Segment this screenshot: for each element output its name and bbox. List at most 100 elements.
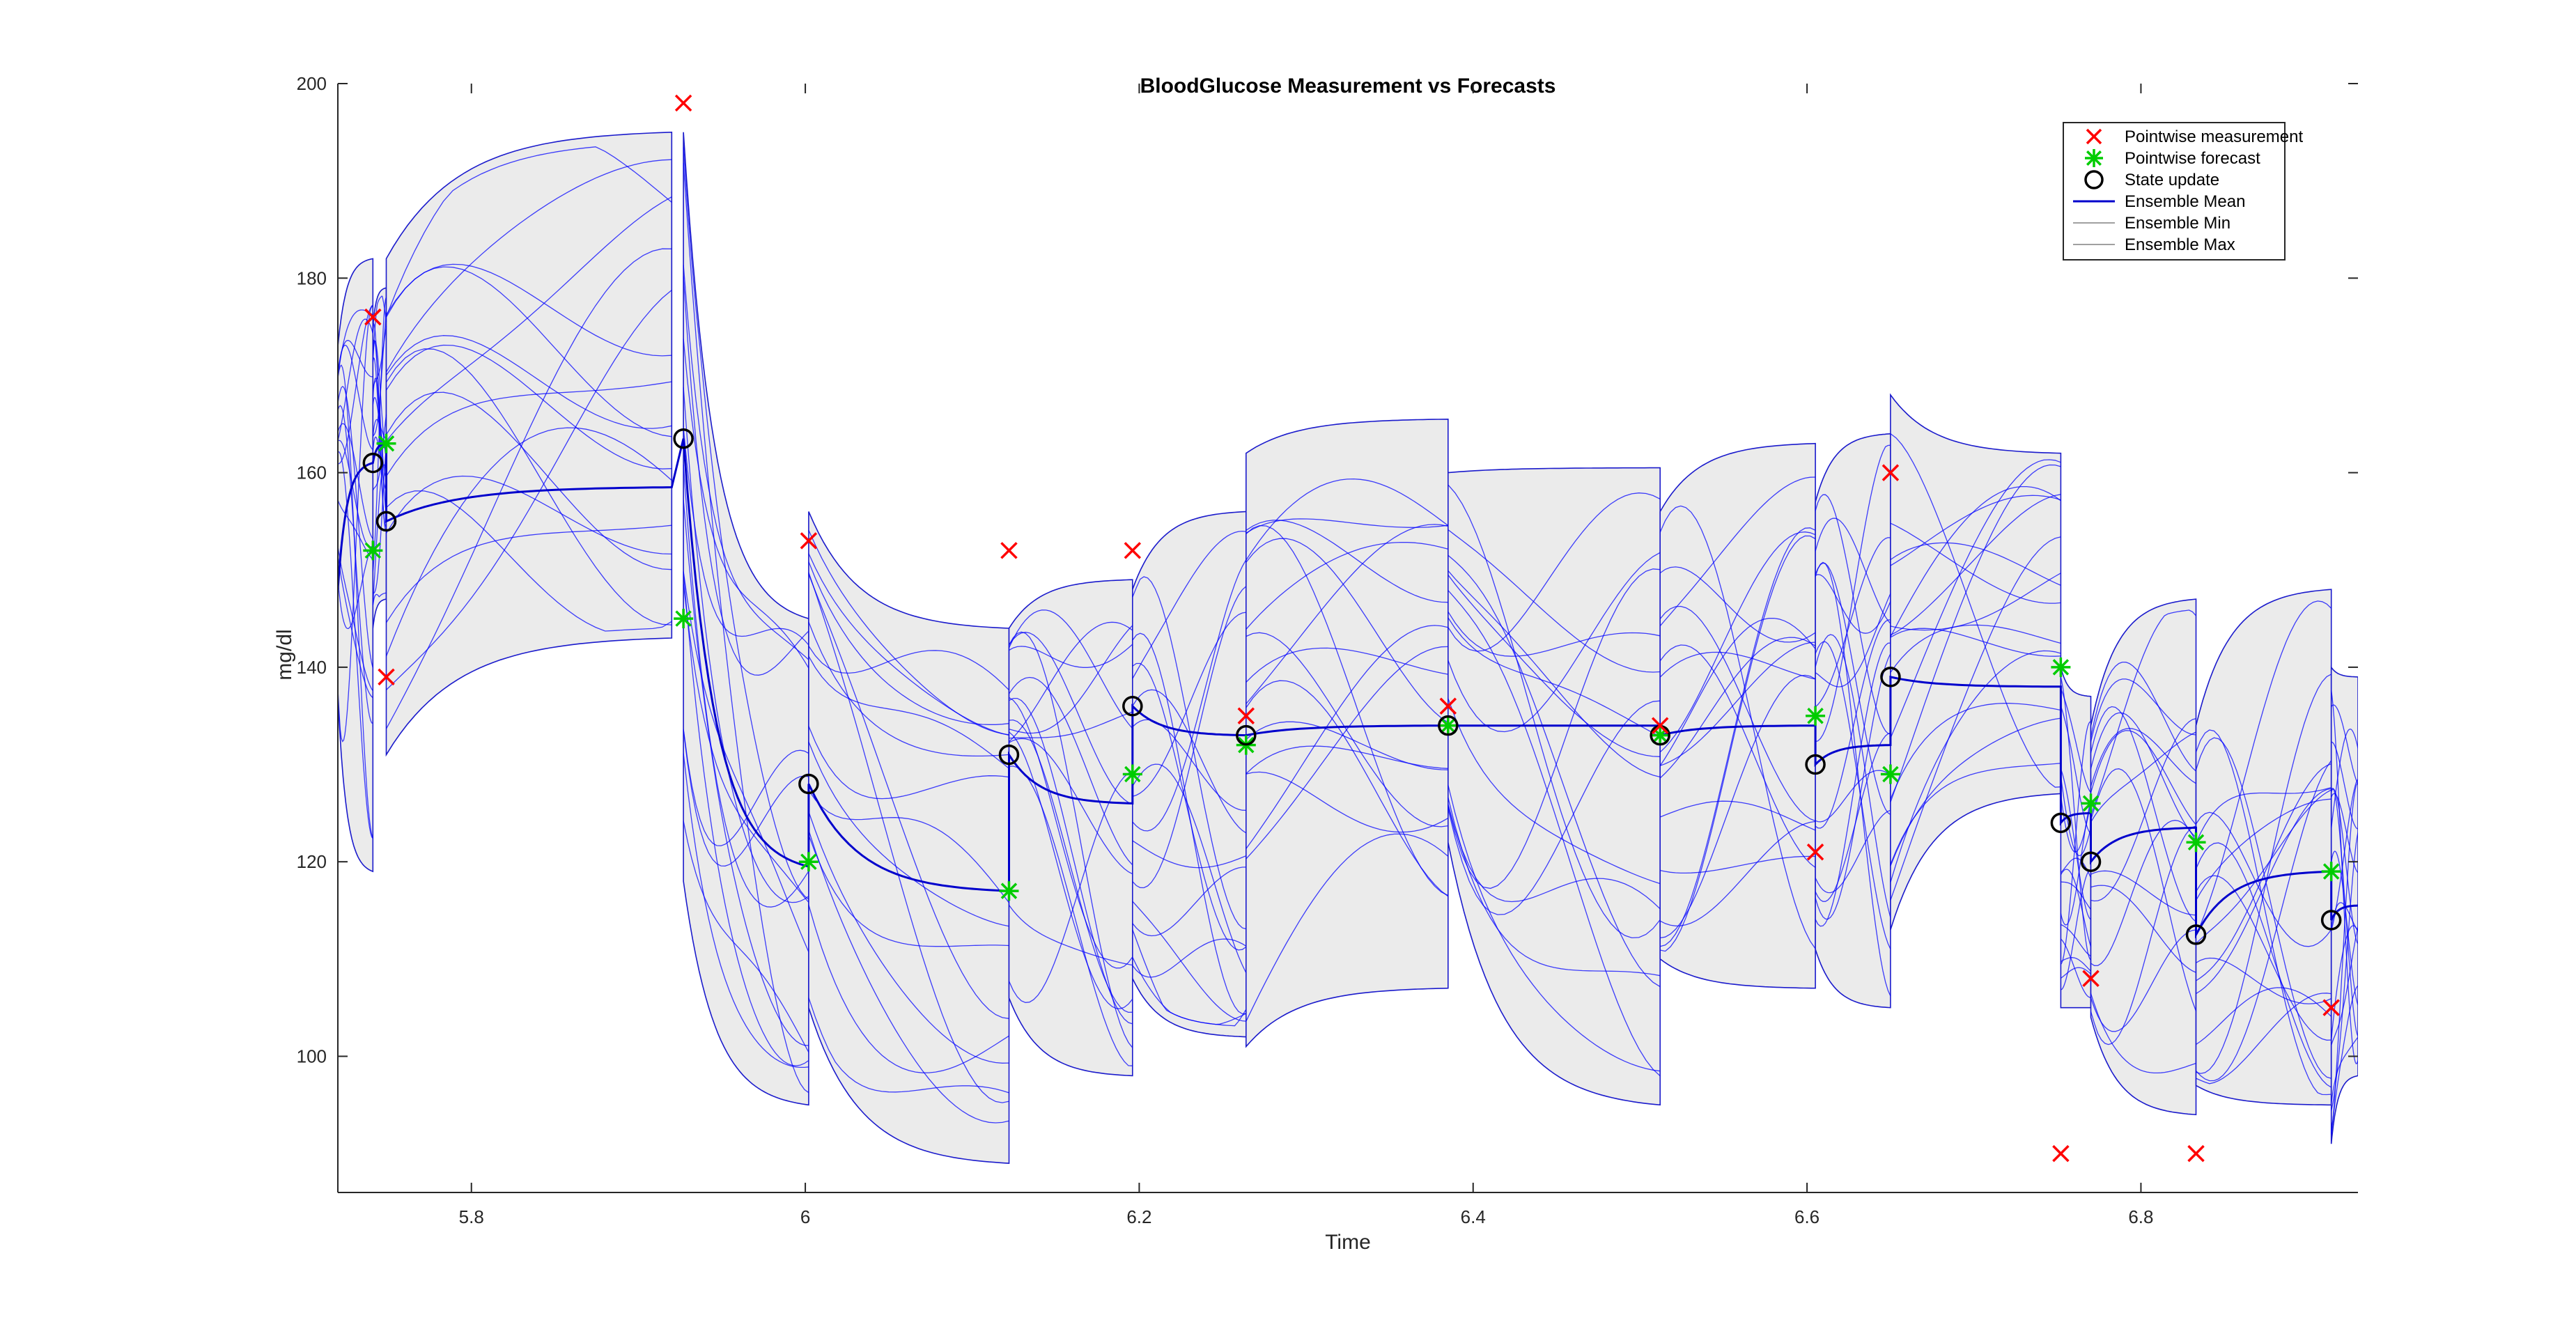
legend-marker-measurement-stroke-b xyxy=(2086,128,2102,145)
ensemble-member-10-11 xyxy=(1815,537,1891,708)
ensemble-member-4-10 xyxy=(808,741,1009,927)
forecast-point-3 xyxy=(798,852,818,872)
legend-label-0: Pointwise measurement xyxy=(2125,127,2303,146)
ensemble-member-14-6 xyxy=(2196,957,2331,1004)
ensemble-member-2-1 xyxy=(385,248,672,729)
ensemble-member-11-1 xyxy=(1890,717,2061,866)
ensemble-member-2-8 xyxy=(385,344,672,469)
plot-content xyxy=(338,131,2358,1164)
ensemble-member-4-14 xyxy=(808,572,1009,1103)
x-tick-label-2: 6.2 xyxy=(1126,1206,1151,1227)
ensemble-member-15-12 xyxy=(2331,925,2358,1041)
ensemble-member-10-10 xyxy=(1815,732,1891,902)
state-update-point-4 xyxy=(998,744,1020,765)
state-update-point-2 xyxy=(673,428,694,449)
ensemble-member-2-4 xyxy=(385,146,672,317)
legend-label-4: Ensemble Min xyxy=(2125,214,2230,233)
ensemble-member-3-15 xyxy=(683,571,809,1066)
measurement-point-7-stroke-b xyxy=(1439,697,1457,715)
ensemble-member-13-7 xyxy=(2090,820,2197,966)
chart-title: BloodGlucose Measurement vs Forecasts xyxy=(1140,75,1556,98)
ensemble-member-0-12 xyxy=(338,364,373,839)
ensemble-member-1-10 xyxy=(372,592,387,606)
forecast-point-14-d2 xyxy=(2322,863,2340,880)
ensemble-member-13-0 xyxy=(2090,885,2196,973)
legend-marker-forecast-d2 xyxy=(2086,150,2102,166)
ensemble-member-14-11 xyxy=(2195,600,2332,936)
ensemble-member-9-12 xyxy=(1659,644,1816,869)
forecast-point-5-d2 xyxy=(1124,765,1141,783)
ensemble-member-6-12 xyxy=(1132,559,1247,832)
ensemble-envelope-4 xyxy=(808,511,1010,1164)
ensemble-member-3-14 xyxy=(683,571,809,953)
ensemble-member-9-6 xyxy=(1659,800,1816,831)
measurement-point-0-stroke-b xyxy=(364,308,382,326)
ensemble-member-9-2 xyxy=(1659,476,1816,627)
state-update-point-3 xyxy=(798,773,819,795)
measurement-point-11 xyxy=(2052,1144,2070,1163)
ensemble-member-11-15 xyxy=(1890,650,2061,883)
ensemble-member-12-1 xyxy=(2060,857,2092,878)
measurement-point-4-stroke-b xyxy=(1000,542,1018,559)
ensemble-member-13-6 xyxy=(2090,870,2196,916)
forecast-point-9-d2 xyxy=(1807,707,1824,724)
ensemble-member-0-15 xyxy=(338,545,373,630)
x-axis-label: Time xyxy=(1325,1231,1371,1254)
forecast-point-12-d2 xyxy=(2082,795,2100,812)
ensemble-member-2-15 xyxy=(385,348,672,625)
legend-label-3: Ensemble Mean xyxy=(2125,192,2245,211)
ensemble-member-8-8 xyxy=(1448,484,1661,939)
forecast-point-2-d2 xyxy=(675,610,692,627)
measurement-point-9 xyxy=(1806,843,1824,861)
ensemble-member-0-5 xyxy=(338,340,373,378)
measurement-point-13-stroke-b xyxy=(2187,1144,2205,1163)
y-tick-label-5: 200 xyxy=(297,73,327,94)
ensemble-member-14-7 xyxy=(2196,763,2331,981)
ensemble-member-12-10 xyxy=(2060,776,2092,857)
ensemble-member-13-3 xyxy=(2090,661,2196,772)
legend-label-1: Pointwise forecast xyxy=(2125,149,2260,168)
ensemble-member-10-5 xyxy=(1815,593,1891,687)
ensemble-member-13-11 xyxy=(2090,993,2196,1074)
ensemble-member-4-15 xyxy=(808,997,1009,1094)
ensemble-member-13-2 xyxy=(2090,712,2196,838)
ensemble-member-7-4 xyxy=(1246,524,1449,896)
plot-area xyxy=(338,94,2358,1164)
measurement-point-4 xyxy=(1000,542,1018,559)
ensemble-member-9-1 xyxy=(1659,566,1816,643)
state-update-point-11 xyxy=(2050,812,2072,834)
ensemble-member-4-6 xyxy=(808,830,1009,1124)
ensemble-member-8-5 xyxy=(1448,617,1661,738)
ensemble-member-14-1 xyxy=(2195,811,2332,947)
ensemble-member-14-9 xyxy=(2195,842,2332,1088)
state-update-point-14 xyxy=(2320,910,2342,931)
ensemble-member-12-5 xyxy=(2060,706,2091,834)
state-update-point-5 xyxy=(1122,696,1143,717)
ensemble-member-2-9 xyxy=(385,427,672,657)
legend-box xyxy=(2063,122,2286,261)
ensemble-member-11-13 xyxy=(1890,485,2061,637)
ensemble-member-11-9 xyxy=(1890,624,2061,673)
ensemble-member-6-4 xyxy=(1132,689,1247,834)
ensemble-member-4-12 xyxy=(808,811,1009,1064)
ensemble-member-6-10 xyxy=(1132,929,1247,1027)
ensemble-member-2-3 xyxy=(386,290,672,690)
ensemble-member-7-9 xyxy=(1246,745,1448,775)
ensemble-member-4-13 xyxy=(808,561,1009,725)
ensemble-member-1-14 xyxy=(372,312,387,437)
measurement-point-11-stroke-b xyxy=(2052,1144,2070,1163)
ensemble-member-7-13 xyxy=(1246,646,1448,860)
ensemble-member-1-5 xyxy=(372,464,387,605)
measurement-point-5 xyxy=(1124,542,1142,559)
ensemble-member-11-12 xyxy=(1890,433,2061,788)
ensemble-member-6-0 xyxy=(1132,901,1246,1022)
ensemble-member-13-15 xyxy=(2090,929,2196,1032)
ensemble-member-7-12 xyxy=(1246,647,1448,683)
measurement-point-6-stroke-b xyxy=(1237,707,1255,724)
measurement-point-14 xyxy=(2322,999,2340,1016)
ensemble-member-3-7 xyxy=(683,729,809,866)
measurement-point-10 xyxy=(1881,464,1900,481)
forecast-point-5 xyxy=(1122,764,1142,784)
ensemble-member-14-10 xyxy=(2196,788,2331,995)
ensemble-member-11-6 xyxy=(1890,459,2061,738)
